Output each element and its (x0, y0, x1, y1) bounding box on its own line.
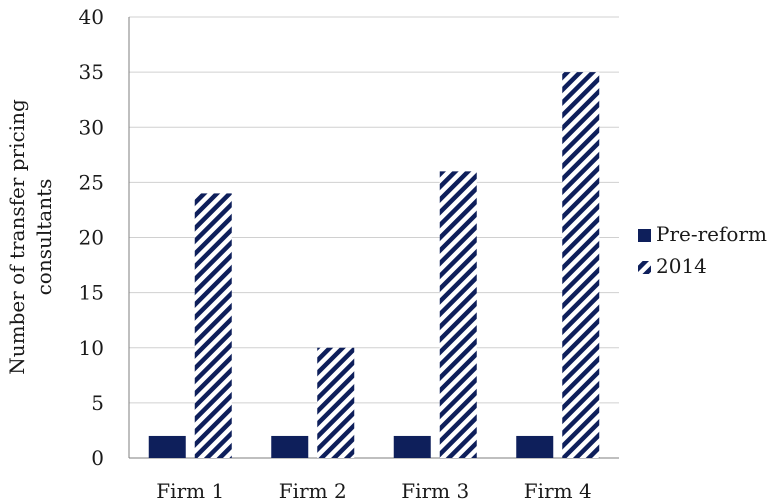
y-tick-label: 30 (79, 115, 104, 139)
x-tick-label: Firm 4 (524, 479, 592, 503)
y-tick-label: 40 (79, 5, 104, 29)
tick-labels: 0 5 10 15 20 25 30 35 40 Firm 1 Firm 2 Firm 3 Firm 4 (79, 5, 592, 503)
y-axis-title: Number of transfer pricing consultants (5, 99, 56, 375)
y-axis-label: Number of transfer pricing consultants (5, 99, 56, 375)
y-tick-label: 5 (91, 391, 104, 415)
y-axis-title-line: Number of transfer pricing (5, 99, 29, 375)
x-tick-label: Firm 2 (279, 479, 347, 503)
legend: Pre-reform 2014 (638, 222, 767, 278)
bar-2014 (439, 171, 477, 458)
bar-pre-reform (271, 435, 309, 458)
legend-swatch (638, 229, 651, 242)
y-tick-label: 15 (79, 281, 104, 305)
bar-pre-reform (148, 435, 186, 458)
bars (148, 72, 600, 458)
legend-label: Pre-reform (656, 222, 767, 246)
legend-label: 2014 (656, 254, 707, 278)
bar-2014 (194, 193, 232, 458)
x-tick-label: Firm 3 (401, 479, 469, 503)
bar-pre-reform (516, 435, 554, 458)
y-tick-label: 0 (91, 446, 104, 470)
y-tick-label: 25 (79, 170, 104, 194)
bar-pre-reform (393, 435, 431, 458)
x-tick-label: Firm 1 (156, 479, 224, 503)
legend-swatch (638, 261, 651, 274)
y-tick-label: 20 (79, 226, 104, 250)
bar-2014 (562, 72, 600, 458)
y-tick-label: 10 (79, 336, 104, 360)
y-axis-title-line: consultants (32, 179, 56, 296)
y-tick-label: 35 (79, 60, 104, 84)
bar-2014 (317, 347, 355, 458)
